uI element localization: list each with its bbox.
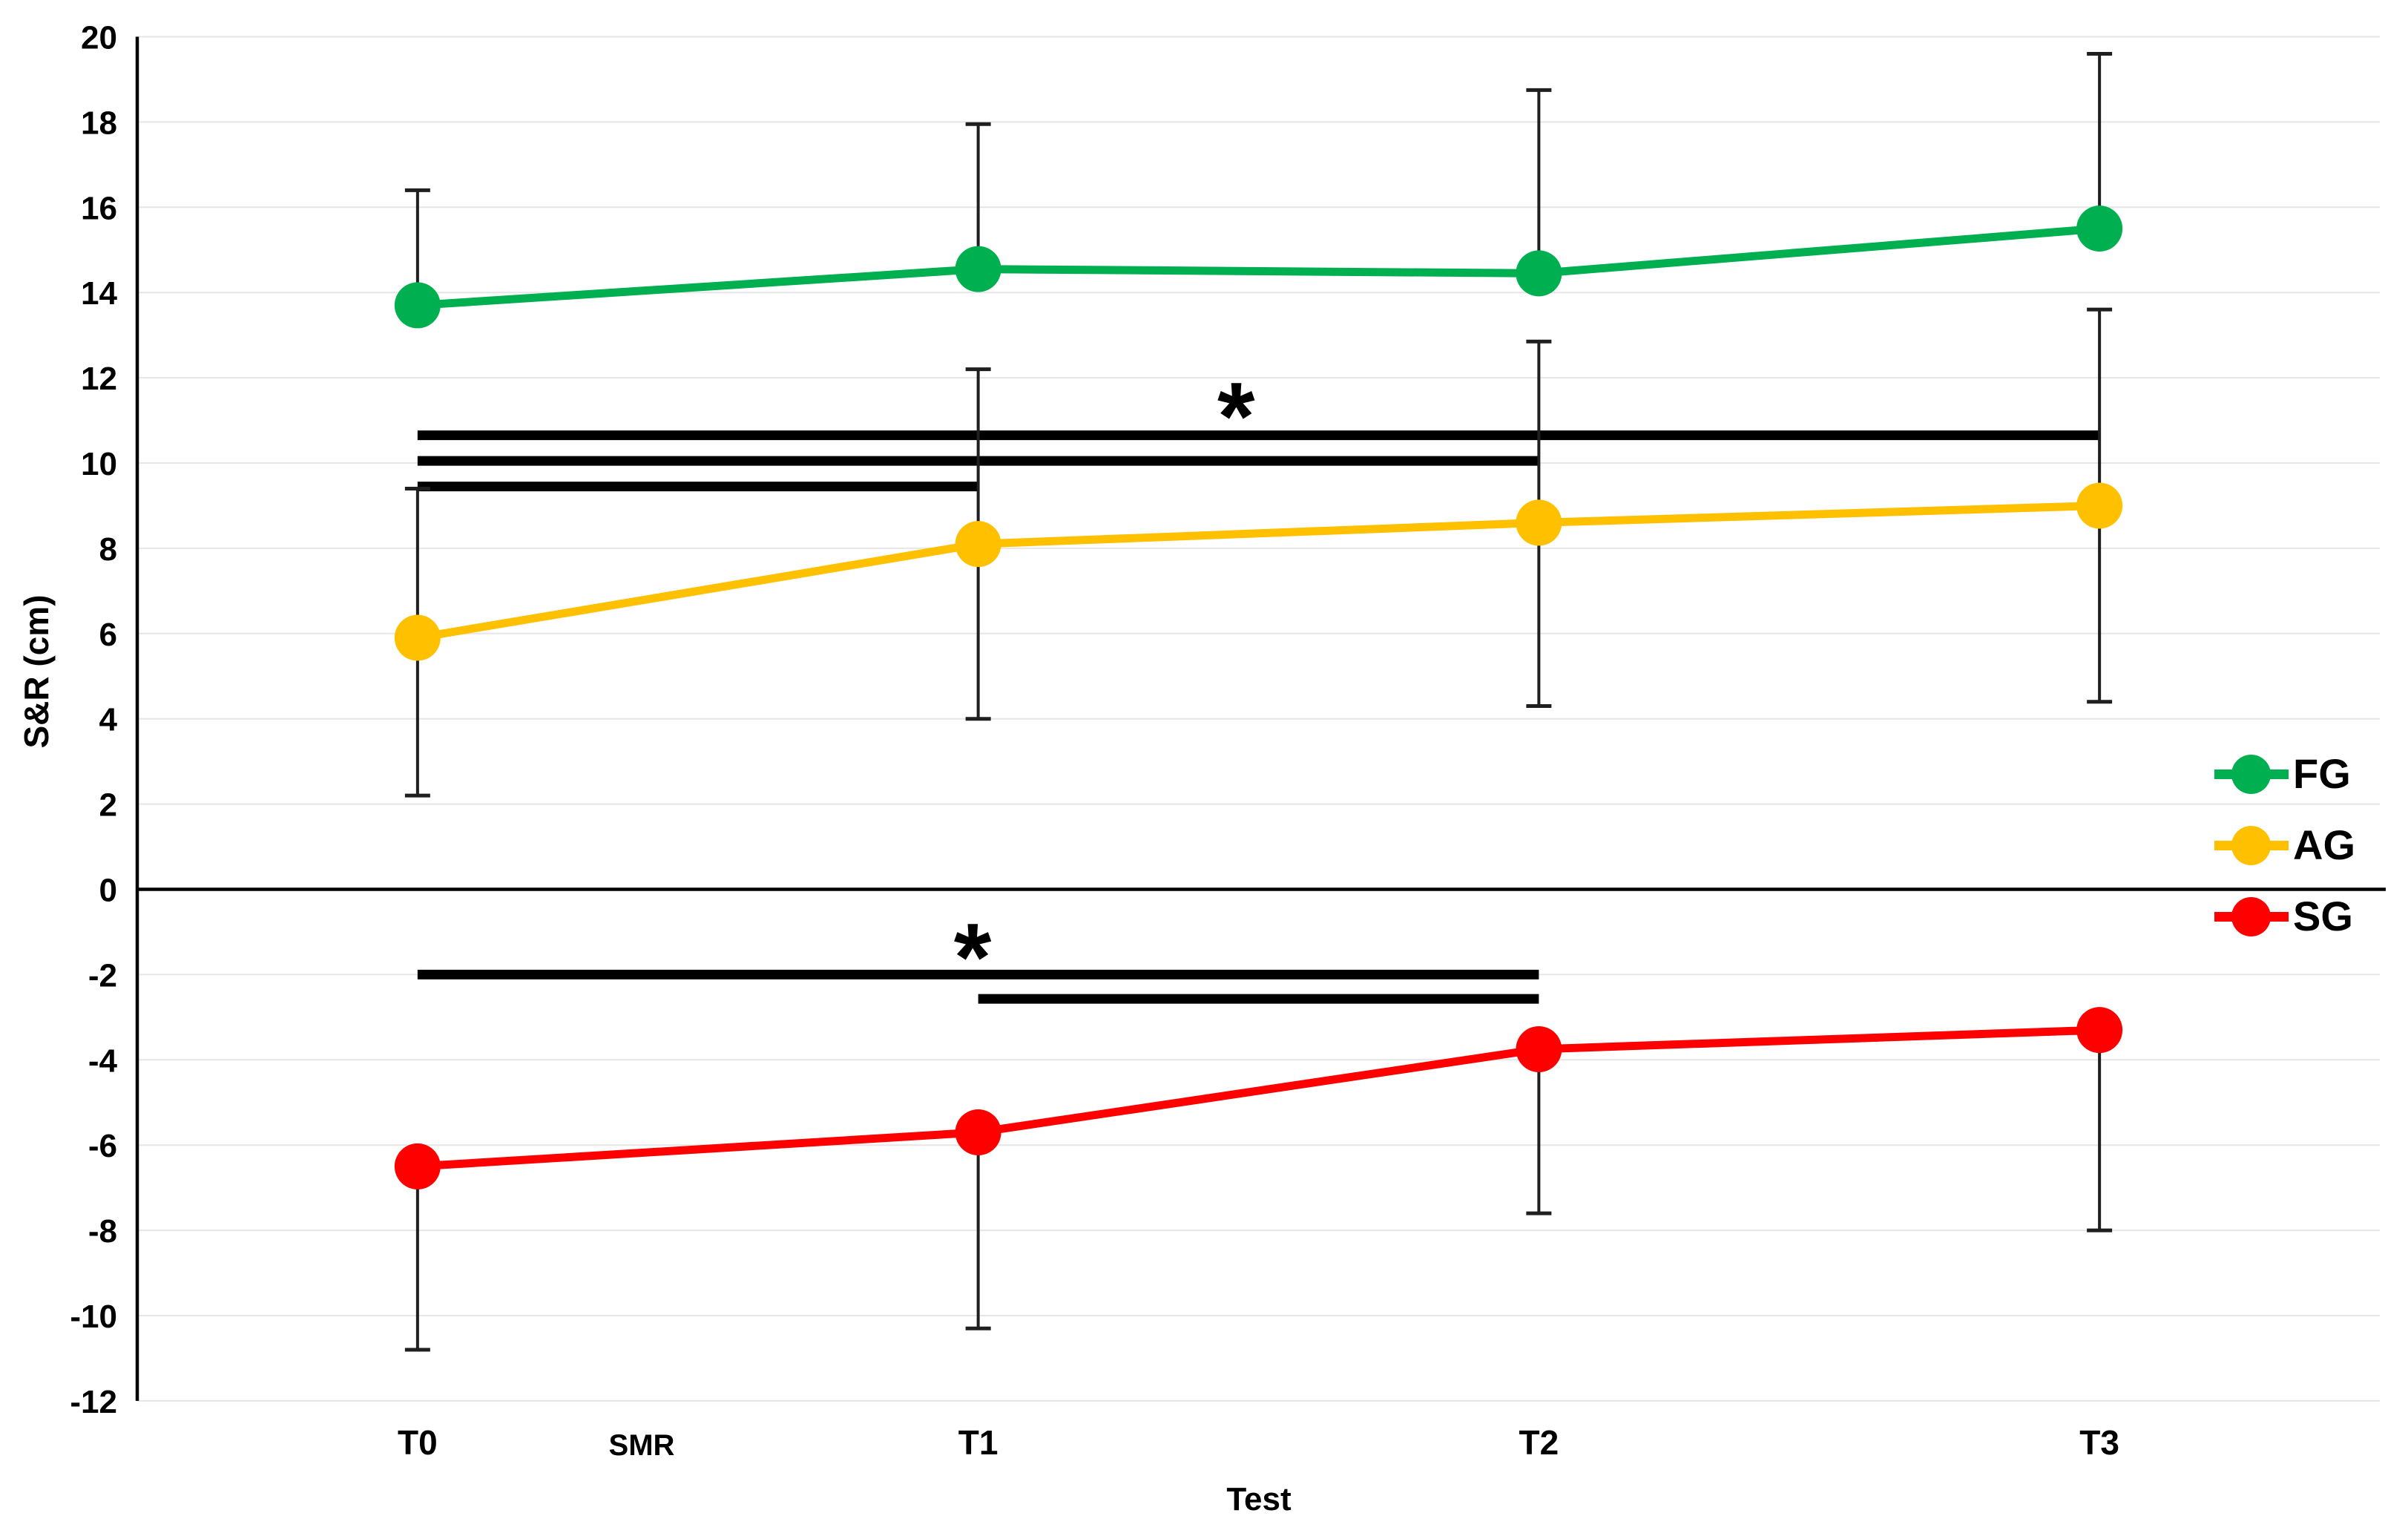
data-point-AG-T1 bbox=[955, 521, 1001, 568]
legend: FG AG SG bbox=[2214, 749, 2355, 941]
x-tick-label-T0: T0 bbox=[398, 1423, 438, 1462]
legend-item-sg: SG bbox=[2214, 892, 2355, 941]
y-tick-label: -6 bbox=[88, 1128, 117, 1164]
series-FG bbox=[394, 51, 2123, 329]
data-point-SG-T0 bbox=[394, 1143, 441, 1189]
sg-line-marker-icon bbox=[2214, 892, 2289, 941]
legend-label-ag: AG bbox=[2293, 821, 2355, 868]
legend-label-sg: SG bbox=[2293, 893, 2353, 939]
series-line-AG bbox=[413, 501, 2104, 643]
data-point-SG-T2 bbox=[1516, 1025, 1562, 1072]
y-tick-label: 20 bbox=[81, 20, 117, 56]
legend-item-ag: AG bbox=[2214, 821, 2355, 870]
y-axis-title: S&R (cm) bbox=[17, 594, 56, 749]
data-point-AG-T3 bbox=[2076, 482, 2123, 529]
y-tick-label: 4 bbox=[99, 702, 118, 738]
fg-line-marker-icon bbox=[2214, 749, 2289, 798]
y-tick-label: 6 bbox=[99, 617, 117, 653]
y-tick-label: 10 bbox=[81, 446, 117, 482]
y-tick-label: 18 bbox=[81, 105, 117, 141]
series-line-SG bbox=[413, 1025, 2104, 1171]
y-tick-label: -2 bbox=[88, 957, 117, 994]
data-point-FG-T2 bbox=[1516, 250, 1562, 297]
y-tick-label: 12 bbox=[81, 361, 117, 397]
data-point-FG-T3 bbox=[2076, 206, 2123, 252]
data-point-AG-T2 bbox=[1516, 499, 1562, 546]
y-tick-label: -4 bbox=[88, 1043, 118, 1079]
y-tick-label: -10 bbox=[70, 1299, 117, 1335]
y-tick-label: 0 bbox=[99, 873, 117, 909]
data-point-SG-T1 bbox=[955, 1109, 1001, 1155]
x-tick-label-T3: T3 bbox=[2079, 1423, 2119, 1462]
significance-asterisk: * bbox=[954, 903, 992, 1011]
series-line-FG bbox=[413, 224, 2104, 309]
data-point-SG-T3 bbox=[2076, 1007, 2123, 1054]
x-axis-title: Test bbox=[1226, 1481, 1292, 1517]
data-point-FG-T0 bbox=[394, 282, 441, 329]
series-AG bbox=[394, 307, 2123, 798]
y-tick-label: -12 bbox=[70, 1384, 117, 1420]
ag-line-marker-icon bbox=[2214, 821, 2289, 870]
y-tick-label: 2 bbox=[99, 787, 117, 824]
y-tick-label: -8 bbox=[88, 1213, 117, 1250]
data-point-AG-T0 bbox=[394, 614, 441, 661]
x-tick-label-T2: T2 bbox=[1519, 1423, 1559, 1462]
legend-item-fg: FG bbox=[2214, 749, 2355, 798]
data-point-FG-T1 bbox=[955, 246, 1001, 292]
significance-asterisk: * bbox=[1217, 362, 1255, 470]
series-SG bbox=[394, 1007, 2123, 1352]
y-tick-label: 14 bbox=[81, 275, 117, 312]
x-axis-annotation-smr: SMR bbox=[608, 1429, 675, 1462]
y-tick-label: 16 bbox=[81, 190, 117, 226]
x-tick-label-T1: T1 bbox=[958, 1423, 999, 1462]
legend-label-fg: FG bbox=[2293, 750, 2351, 797]
y-tick-label: 8 bbox=[99, 531, 117, 568]
